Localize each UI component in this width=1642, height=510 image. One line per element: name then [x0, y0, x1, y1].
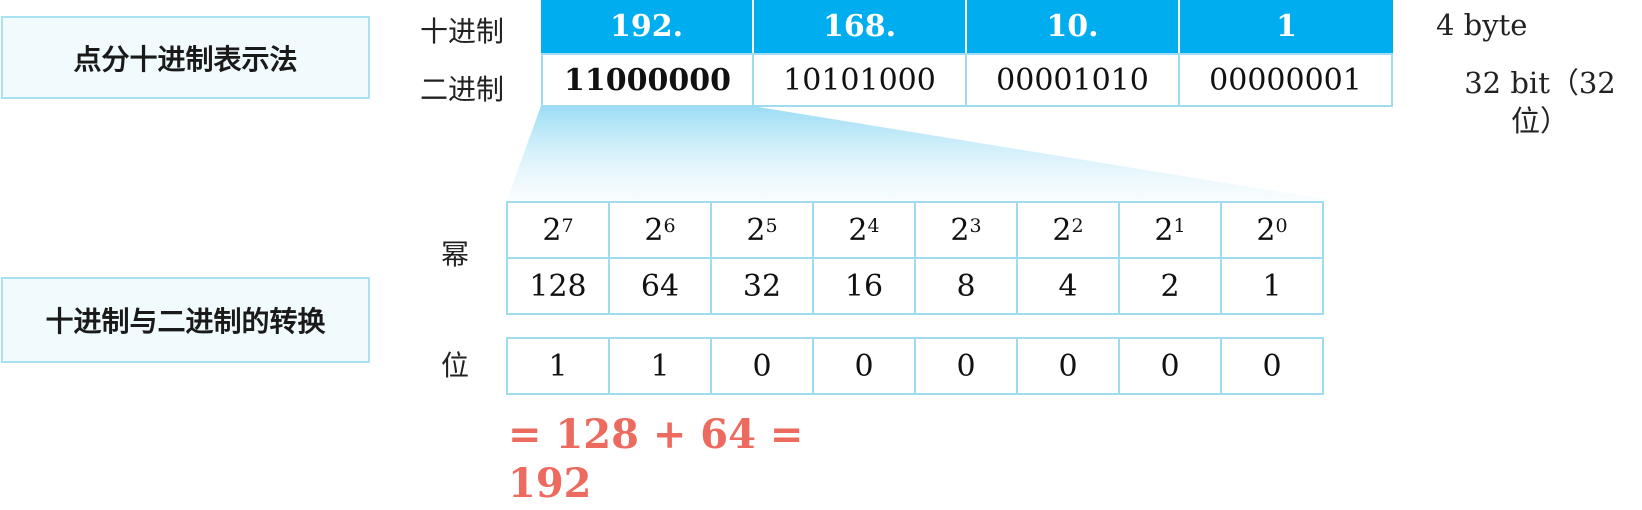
decimal-octet-3: 1 — [1180, 0, 1393, 53]
power-base: 2 — [746, 212, 766, 248]
value-cell-1: 64 — [608, 257, 712, 315]
power-exponent: 2 — [1071, 215, 1084, 237]
power-exponent: 3 — [969, 215, 982, 237]
decimal-octet-1: 168. — [754, 0, 967, 53]
decimal-octet-0: 192. — [541, 0, 754, 53]
value-cell-0: 128 — [506, 257, 610, 315]
power-base: 2 — [848, 212, 868, 248]
power-base: 2 — [1154, 212, 1174, 248]
binary-octet-3: 00000001 — [1178, 53, 1393, 107]
binary-octet-0: 11000000 — [541, 53, 754, 107]
decimal-row-label: 十进制 — [420, 15, 505, 48]
bit-cell-2: 0 — [710, 337, 814, 395]
power-exponent: 1 — [1173, 215, 1186, 237]
bit-cell-3: 0 — [812, 337, 916, 395]
value-cell-7: 1 — [1220, 257, 1324, 315]
power-base: 2 — [644, 212, 664, 248]
value-cell-6: 2 — [1118, 257, 1222, 315]
binary-row-label: 二进制 — [420, 73, 505, 106]
power-base: 2 — [950, 212, 970, 248]
binary-octet-2: 00001010 — [965, 53, 1180, 107]
power-base: 2 — [542, 212, 562, 248]
bit-cell-4: 0 — [914, 337, 1018, 395]
power-exponent: 5 — [765, 215, 778, 237]
value-cell-3: 16 — [812, 257, 916, 315]
dotted-decimal-title: 点分十进制表示法 — [1, 16, 370, 99]
bit-cell-5: 0 — [1016, 337, 1120, 395]
power-base: 2 — [1256, 212, 1276, 248]
bit-cell-6: 0 — [1118, 337, 1222, 395]
bit-cell-0: 1 — [506, 337, 610, 395]
binary-octet-1: 10101000 — [752, 53, 967, 107]
decimal-octet-2: 10. — [967, 0, 1180, 53]
power-exponent: 7 — [561, 215, 574, 237]
bit-cell-1: 1 — [608, 337, 712, 395]
power-exponent: 0 — [1275, 215, 1288, 237]
power-exponent: 4 — [867, 215, 880, 237]
byte-size-note: 4 byte — [1436, 8, 1528, 42]
power-base: 2 — [1052, 212, 1072, 248]
bit-cell-7: 0 — [1220, 337, 1324, 395]
conversion-result: = 128 + 64 = 192 — [508, 411, 804, 507]
power-exponent: 6 — [663, 215, 676, 237]
power-row-label: 幂 — [441, 238, 470, 271]
bit-row-label: 位 — [441, 349, 470, 382]
value-cell-2: 32 — [710, 257, 814, 315]
value-cell-5: 4 — [1016, 257, 1120, 315]
value-cell-4: 8 — [914, 257, 1018, 315]
conversion-title: 十进制与二进制的转换 — [1, 277, 370, 363]
bit-size-note: 32 bit（32位） — [1464, 66, 1616, 138]
